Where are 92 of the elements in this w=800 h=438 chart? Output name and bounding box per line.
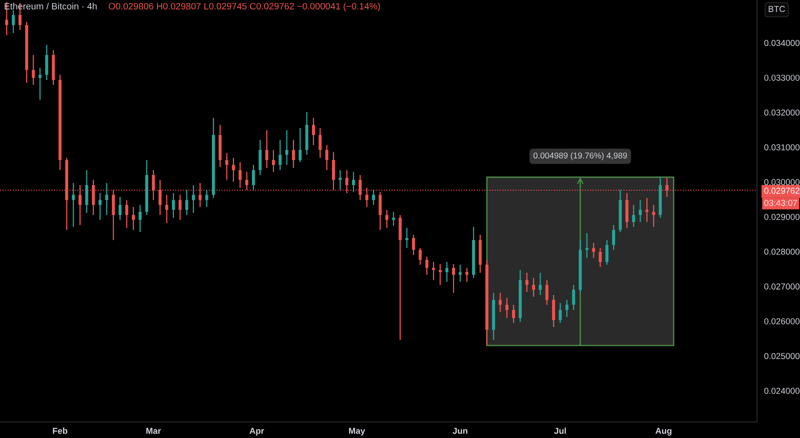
candlestick: [625, 192, 628, 228]
candlestick: [278, 139, 282, 171]
y-tick-label: 0.024000: [764, 388, 800, 394]
candlestick: [525, 272, 528, 292]
x-tick-label: Mar: [146, 428, 161, 434]
candlestick: [72, 182, 75, 228]
y-axis-title: BTC: [768, 6, 786, 12]
candlestick: [612, 224, 616, 250]
y-tick-label: 0.029000: [764, 214, 800, 220]
candlestick: [405, 227, 408, 249]
candlestick: [352, 171, 355, 193]
text: 03:43:07: [764, 200, 798, 206]
candlestick: [458, 264, 462, 282]
candlestick: [432, 261, 436, 281]
candlestick: [505, 297, 508, 319]
y-tick-label: 0.028000: [764, 248, 800, 255]
y-tick-label: 0.025000: [764, 353, 800, 360]
candlestick: [258, 139, 262, 176]
candlestick: [652, 204, 656, 228]
candlestick: [118, 196, 122, 220]
chart-subtitle: O0.029806 H0.029807 L0.029745 C0.029762 −0.000041 (−0.14%): [108, 2, 380, 12]
candlestick: [465, 267, 468, 282]
candlestick: [565, 299, 568, 318]
candlestick: [98, 192, 102, 220]
x-tick-label: Jul: [554, 428, 566, 434]
candlestick: [498, 292, 502, 313]
candlestick: [425, 256, 428, 276]
x-tick-label: May: [349, 428, 366, 436]
candlestick: [185, 189, 188, 216]
candlestick: [178, 194, 182, 220]
candlestick: [312, 117, 315, 146]
candlestick: [298, 127, 302, 163]
y-tick-label: 0.030000: [764, 179, 800, 186]
candlestick: [192, 184, 195, 214]
candlestick: [645, 197, 648, 223]
candlestick: [372, 189, 375, 206]
candlestick: [398, 214, 402, 340]
candlestick: [45, 44, 48, 81]
candlestick: [318, 127, 322, 158]
candlestick: [438, 264, 442, 286]
candlestick: [252, 164, 255, 191]
ref-line-label: 0.029762: [764, 188, 800, 194]
candlestick: [132, 206, 135, 231]
candlestick: [512, 304, 516, 324]
candlestick: [32, 54, 35, 86]
candlestick: [385, 209, 388, 228]
x-tick-label: Apr: [250, 428, 264, 436]
candlestick: [285, 130, 288, 166]
candlestick: [125, 199, 128, 228]
candlestick: [378, 191, 382, 231]
candlestick: [265, 130, 268, 169]
y-tick-label: 0.033000: [764, 74, 800, 81]
candlestick: [38, 67, 42, 100]
candlestick: [412, 234, 416, 256]
candlestick: [552, 294, 556, 328]
candlestick: [232, 157, 235, 183]
x-tick-label: Feb: [52, 428, 68, 434]
band-label: 0.004989 (19.76%) 4,989: [534, 152, 627, 160]
candlestick: [445, 261, 448, 282]
candlestick: [165, 194, 168, 224]
candlestick: [12, 10, 15, 34]
candlestick: [338, 170, 342, 191]
candlestick: [585, 232, 588, 258]
candlestick: [85, 170, 88, 214]
candlestick: [225, 152, 228, 180]
candlestick: [105, 182, 108, 216]
candlestick: [392, 211, 396, 226]
candlestick: [592, 242, 596, 258]
candlestick: [632, 204, 636, 228]
candlestick: [292, 139, 295, 169]
candlestick: [138, 204, 142, 233]
candlestick: [558, 302, 562, 324]
candlestick: [452, 264, 456, 294]
candlestick: [598, 247, 602, 268]
candlestick: [205, 189, 208, 208]
candlestick: [605, 239, 608, 266]
candlestick: [532, 277, 536, 298]
x-tick-label: Aug: [655, 428, 672, 436]
candlestick: [172, 192, 175, 218]
y-tick-label: 0.032000: [764, 109, 800, 116]
y-tick-label: 0.026000: [764, 318, 800, 324]
candlestick: [418, 247, 422, 266]
candlestick: [638, 199, 642, 223]
candlestick: [272, 149, 275, 172]
y-tick-label: 0.027000: [764, 283, 800, 290]
candlestick: [572, 284, 576, 311]
y-tick-label: 0.034000: [764, 40, 800, 46]
y-tick-label: 0.031000: [764, 144, 800, 150]
candlestick: [325, 144, 328, 171]
x-tick-label: Jun: [452, 428, 468, 434]
candlestick: [538, 272, 542, 296]
candlestick: [545, 280, 548, 306]
